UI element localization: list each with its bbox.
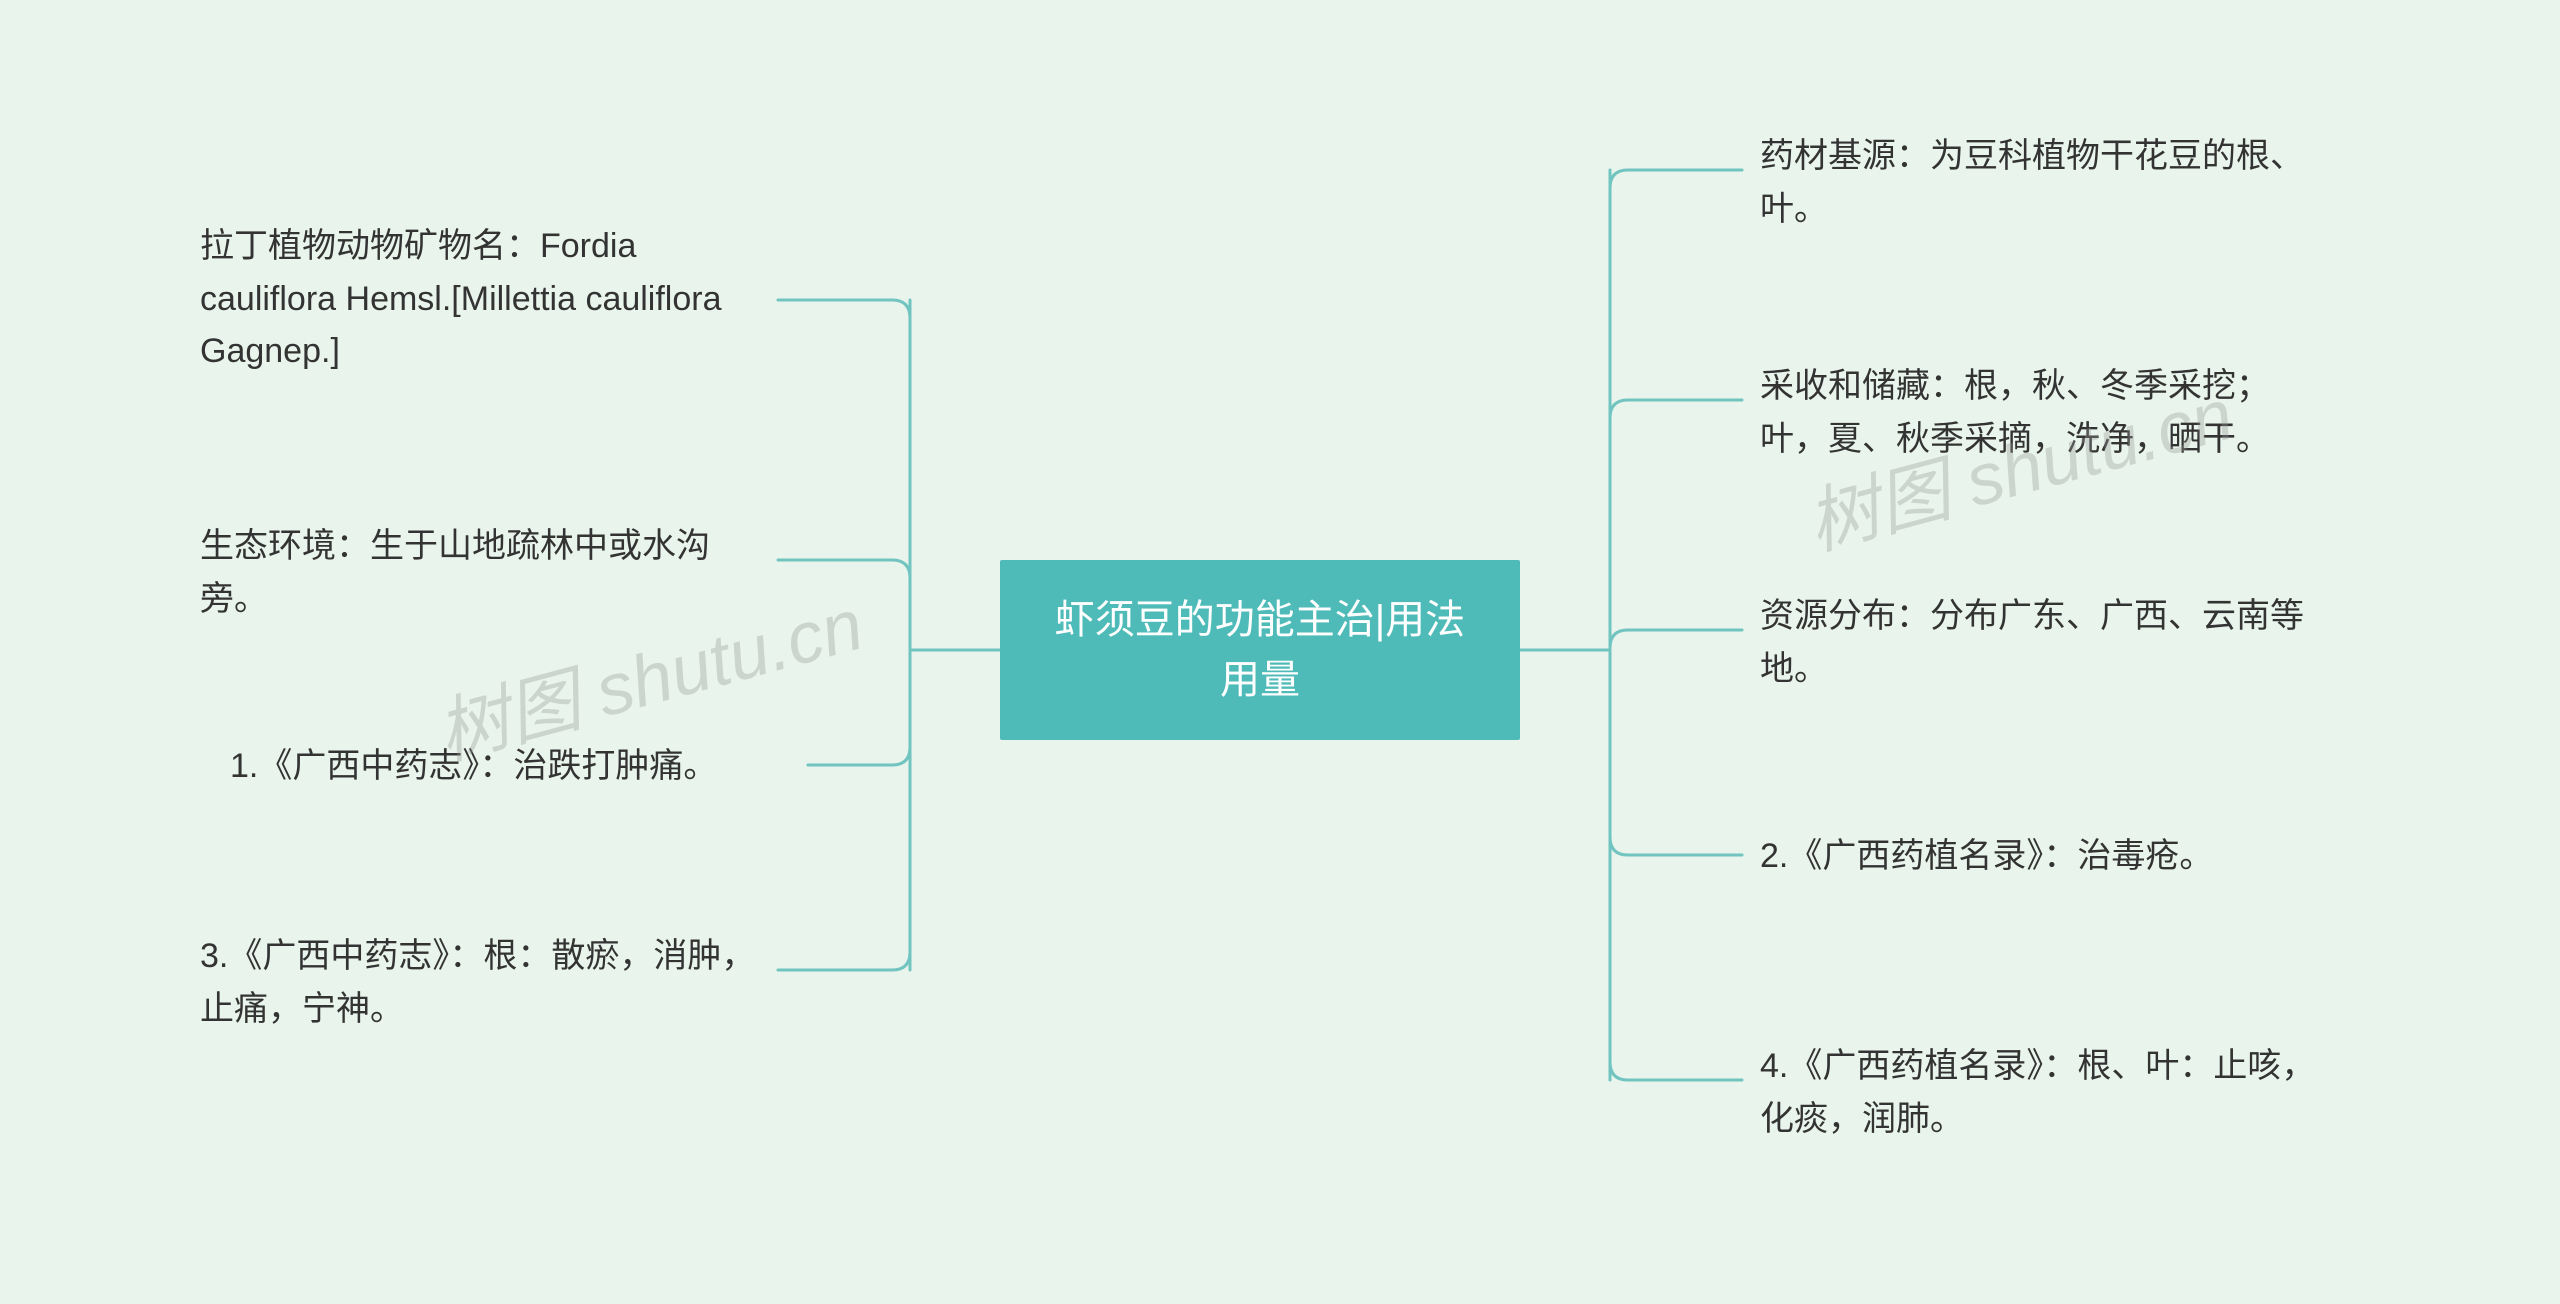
leaf-right-2[interactable]: 资源分布：分布广东、广西、云南等地。 <box>1760 590 2320 695</box>
leaf-right-4[interactable]: 4.《广西药植名录》：根、叶：止咳，化痰，润肺。 <box>1760 1040 2320 1145</box>
leaf-left-0[interactable]: 拉丁植物动物矿物名：Fordia cauliflora Hemsl.[Mille… <box>200 220 760 378</box>
center-node-text: 虾须豆的功能主治|用法用量 <box>1040 590 1480 710</box>
leaf-text: 1.《广西中药志》：治跌打肿痛。 <box>230 747 717 785</box>
leaf-text: 采收和储藏：根，秋、冬季采挖；叶，夏、秋季采摘，洗净，晒干。 <box>1760 367 2270 458</box>
leaf-text: 2.《广西药植名录》：治毒疮。 <box>1760 837 2213 875</box>
leaf-text: 3.《广西中药志》：根：散瘀，消肿，止痛，宁神。 <box>200 937 755 1028</box>
leaf-text: 拉丁植物动物矿物名：Fordia cauliflora Hemsl.[Mille… <box>200 227 722 370</box>
leaf-left-3[interactable]: 3.《广西中药志》：根：散瘀，消肿，止痛，宁神。 <box>200 930 760 1035</box>
mindmap-canvas: 虾须豆的功能主治|用法用量 药材基源：为豆科植物干花豆的根、叶。采收和储藏：根，… <box>0 0 2560 1304</box>
leaf-right-1[interactable]: 采收和储藏：根，秋、冬季采挖；叶，夏、秋季采摘，洗净，晒干。 <box>1760 360 2320 465</box>
leaf-right-0[interactable]: 药材基源：为豆科植物干花豆的根、叶。 <box>1760 130 2320 235</box>
leaf-text: 药材基源：为豆科植物干花豆的根、叶。 <box>1760 137 2304 228</box>
leaf-right-3[interactable]: 2.《广西药植名录》：治毒疮。 <box>1760 830 2213 883</box>
leaf-text: 4.《广西药植名录》：根、叶：止咳，化痰，润肺。 <box>1760 1047 2315 1138</box>
center-node[interactable]: 虾须豆的功能主治|用法用量 <box>1000 560 1520 740</box>
leaf-left-2[interactable]: 1.《广西中药志》：治跌打肿痛。 <box>230 740 717 793</box>
leaf-left-1[interactable]: 生态环境：生于山地疏林中或水沟旁。 <box>200 520 760 625</box>
leaf-text: 资源分布：分布广东、广西、云南等地。 <box>1760 597 2304 688</box>
leaf-text: 生态环境：生于山地疏林中或水沟旁。 <box>200 527 710 618</box>
